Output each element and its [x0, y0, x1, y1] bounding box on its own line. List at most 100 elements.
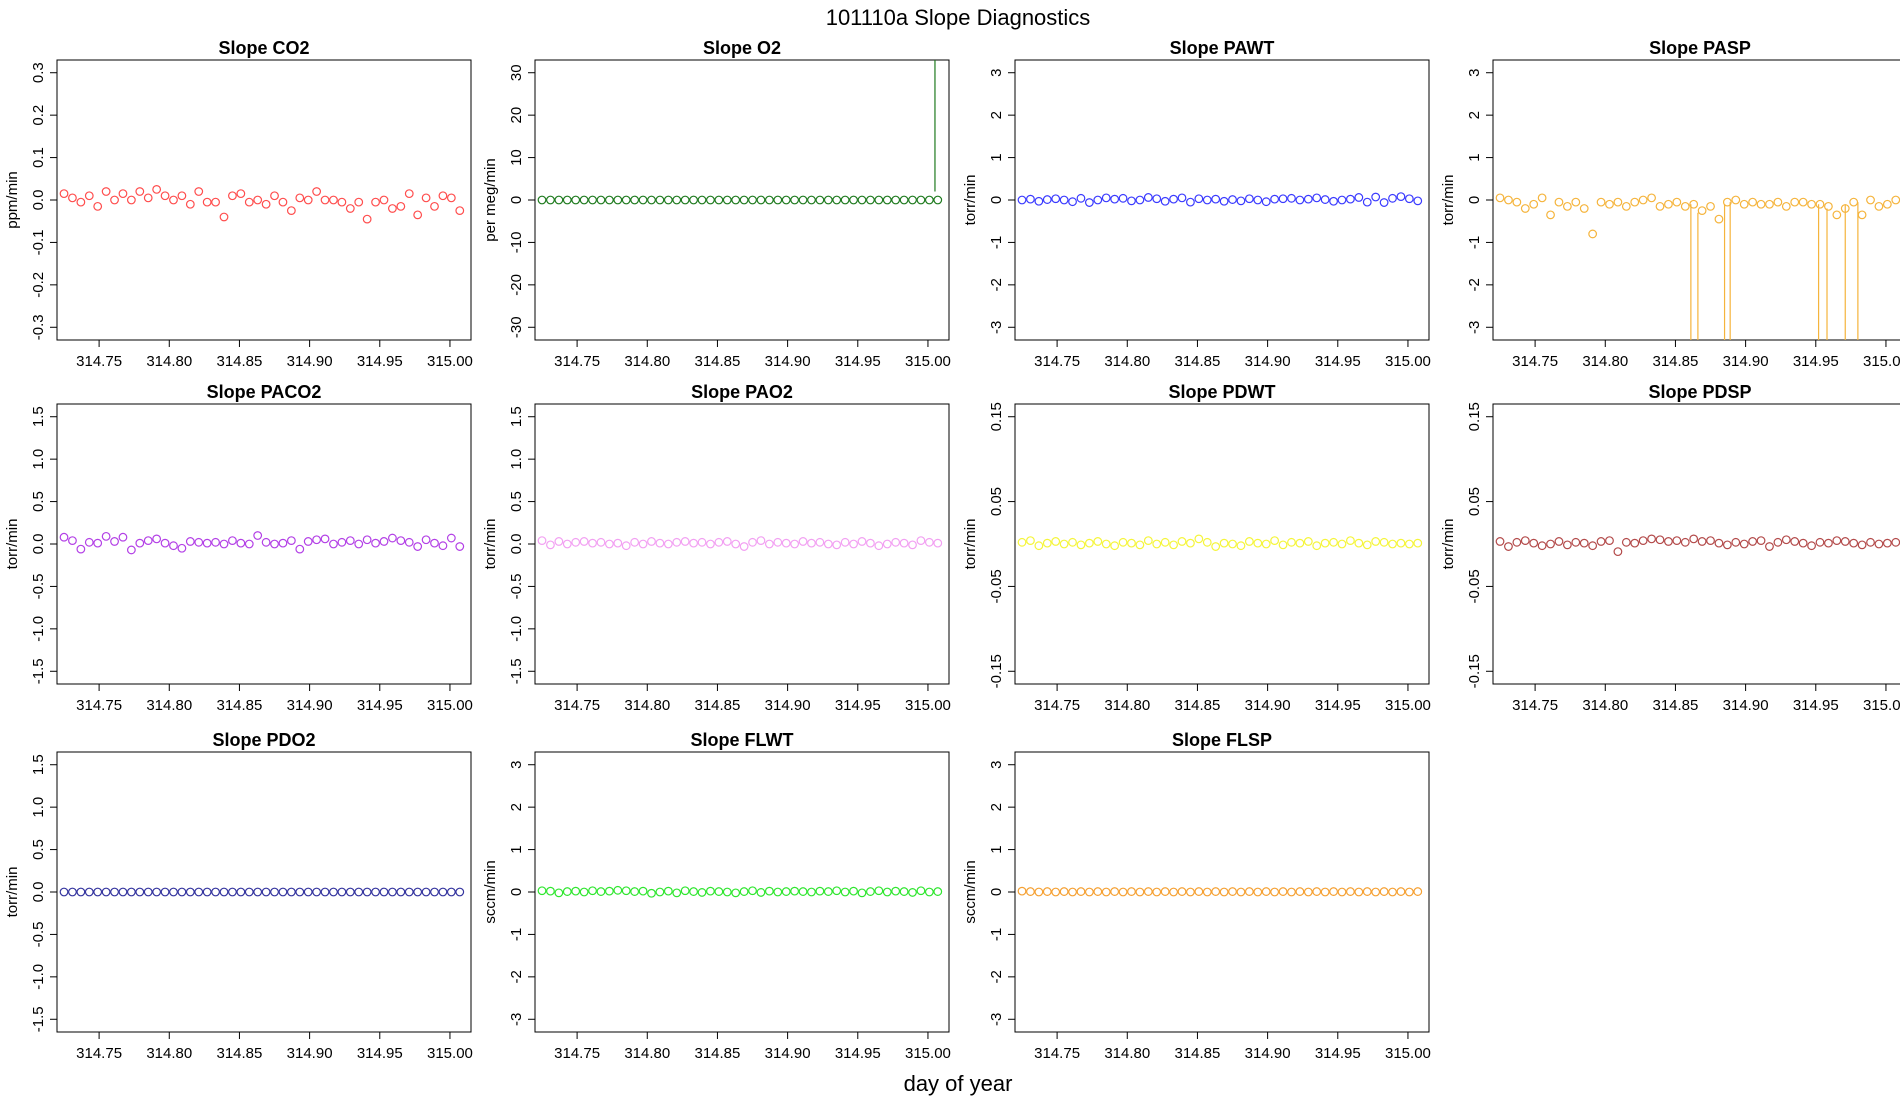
y-tick-label: 0.0: [508, 534, 525, 555]
data-point: [1093, 537, 1103, 546]
data-point: [177, 191, 187, 201]
data-point: [739, 195, 749, 205]
data-point: [1287, 887, 1296, 897]
data-point: [177, 543, 187, 553]
data-point: [59, 887, 69, 897]
y-tick-label: 0.0: [30, 190, 47, 211]
y-tick-label: -1.5: [508, 658, 525, 684]
x-tick-label: 314.75: [554, 1045, 600, 1062]
data-point: [773, 537, 783, 547]
data-point: [1546, 539, 1555, 549]
data-point: [554, 195, 564, 205]
data-point: [554, 537, 564, 546]
data-point: [345, 204, 355, 213]
data-point: [621, 886, 631, 896]
x-tick-label: 314.90: [765, 697, 811, 714]
data-point: [1270, 194, 1280, 204]
data-point: [379, 195, 389, 205]
x-tick-label: 314.95: [357, 353, 403, 370]
y-tick-label: 30: [508, 64, 525, 81]
data-point: [537, 886, 547, 896]
y-tick-label: 1.0: [508, 449, 525, 470]
data-point: [1849, 197, 1859, 207]
y-tick-label: 3: [508, 761, 525, 769]
data-point: [1303, 887, 1313, 897]
x-tick-label: 314.85: [1174, 697, 1220, 714]
y-axis-label: sccm/min: [482, 860, 499, 923]
data-point: [1068, 887, 1077, 897]
data-point: [110, 195, 119, 205]
data-point: [546, 540, 555, 550]
data-point: [1278, 540, 1288, 550]
data-point: [438, 887, 448, 897]
data-point: [680, 886, 690, 896]
data-point: [630, 537, 640, 547]
chart-panel: Slope PDSP torr/min 314.75 314.80 314.85 314.…: [1440, 382, 1900, 714]
y-tick-label: -2: [988, 278, 1005, 291]
data-point: [1512, 197, 1522, 207]
data-point: [807, 538, 816, 548]
data-point: [1512, 537, 1522, 547]
data-point: [1337, 539, 1347, 549]
data-point: [1354, 887, 1364, 897]
x-tick-label: 315.00: [1385, 1045, 1431, 1062]
data-point: [588, 886, 597, 896]
data-point: [1866, 537, 1875, 547]
x-tick-label: 314.90: [1723, 697, 1769, 714]
y-tick-label: 20: [508, 107, 525, 124]
data-point: [1832, 536, 1842, 546]
y-axis-label: torr/min: [1440, 175, 1457, 226]
data-point: [604, 539, 614, 549]
data-point: [371, 887, 380, 897]
data-point: [261, 199, 271, 209]
y-tick-label: -1.0: [30, 964, 47, 990]
data-point: [303, 537, 313, 546]
data-point: [722, 195, 732, 205]
data-point: [891, 886, 901, 896]
data-point: [1739, 199, 1749, 209]
data-point: [1748, 197, 1758, 207]
data-point: [1034, 887, 1044, 897]
data-point: [798, 195, 808, 205]
y-axis-label: torr/min: [482, 519, 499, 570]
data-point: [537, 536, 547, 546]
data-point: [1278, 887, 1288, 896]
data-point: [781, 887, 791, 896]
data-point: [1211, 542, 1221, 551]
data-point: [261, 537, 271, 547]
y-tick-label: 2: [988, 111, 1005, 119]
data-point: [1278, 194, 1288, 204]
data-point: [135, 187, 145, 196]
chart-panel: Slope CO2 ppm/min 314.75 314.80 314.85 314.90…: [4, 38, 473, 370]
data-point: [211, 887, 220, 897]
x-tick-label: 314.90: [287, 353, 333, 370]
data-point: [596, 887, 606, 896]
y-tick-label: 2: [988, 803, 1005, 811]
data-point: [1588, 229, 1598, 239]
y-tick-label: 0.0: [30, 882, 47, 903]
data-point: [1127, 538, 1136, 548]
y-tick-label: 2: [1466, 111, 1483, 119]
data-point: [1882, 199, 1892, 209]
data-point: [655, 887, 665, 897]
data-point: [118, 189, 128, 199]
y-tick-label: 0.1: [30, 147, 47, 168]
data-point: [764, 886, 774, 896]
data-point: [169, 887, 178, 897]
data-point: [706, 539, 715, 549]
data-point: [312, 887, 322, 897]
data-point: [1824, 201, 1833, 211]
data-point: [1596, 197, 1606, 207]
data-point: [228, 191, 237, 201]
data-point: [253, 531, 263, 540]
data-point: [84, 537, 94, 547]
y-tick-label: -1.5: [30, 1006, 47, 1032]
data-point: [396, 536, 406, 546]
data-point: [546, 195, 555, 205]
data-point: [1554, 537, 1564, 546]
data-point: [748, 886, 757, 896]
panel-title: Slope FLWT: [691, 730, 794, 750]
data-point: [874, 541, 884, 551]
data-point: [1051, 537, 1061, 546]
data-point: [1042, 195, 1052, 204]
